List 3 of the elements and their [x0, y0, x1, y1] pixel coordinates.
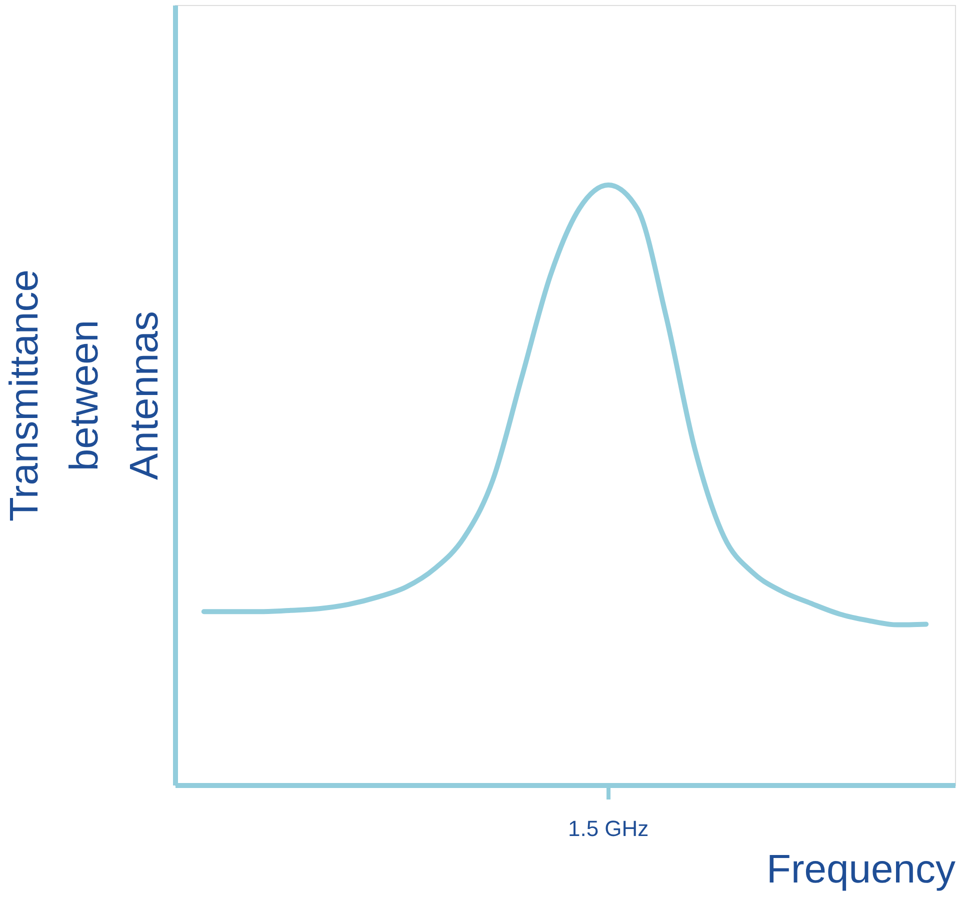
y-axis-title: Transmittance between Antennas [2, 270, 166, 522]
text: 1.5 GHz [568, 816, 649, 841]
x-axis-title: Frequency [766, 848, 956, 892]
